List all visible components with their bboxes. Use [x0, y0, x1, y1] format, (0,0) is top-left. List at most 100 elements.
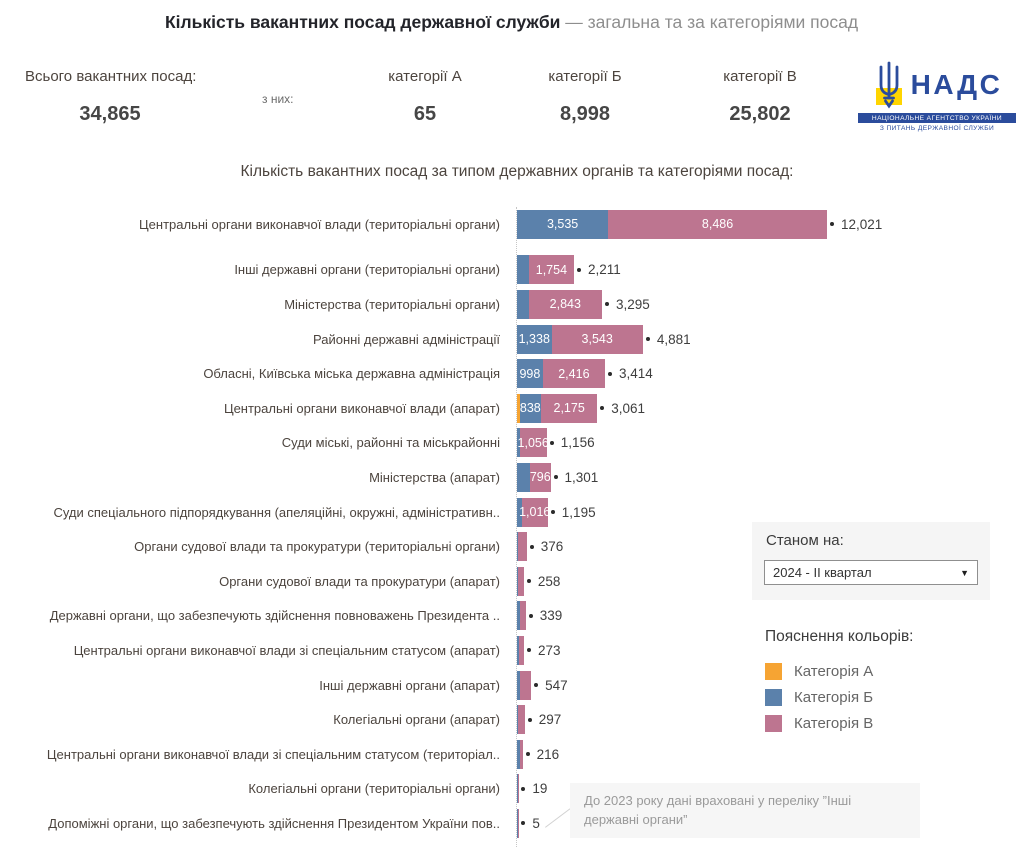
bar-row: Центральні органи виконавчої влади зі сп… [0, 737, 1023, 772]
bar-segment-b[interactable] [517, 289, 529, 319]
bar-segment-v[interactable] [519, 635, 525, 665]
category-b-block: категорії Б 8,998 [510, 68, 660, 126]
legend-item-b[interactable]: Категорія Б [765, 684, 995, 710]
total-dot [528, 613, 533, 618]
bar-segment-b[interactable] [517, 532, 518, 562]
category-b-value: 8,998 [559, 103, 611, 125]
total-dot [608, 371, 613, 376]
nads-line2: З ПИТАНЬ ДЕРЖАВНОЇ СЛУЖБИ [879, 124, 995, 132]
bar-segment-b[interactable] [517, 566, 518, 596]
bar-segment-b[interactable] [517, 497, 522, 527]
bar-segment-v[interactable] [517, 774, 519, 804]
bar-segment-v[interactable]: 3,543 [551, 324, 643, 354]
total-value-label: 1,156 [560, 435, 595, 451]
bar-row: Міністерства (територіальні органи) 2,843… [0, 287, 1023, 322]
total-dot [577, 267, 581, 272]
bar-segment-b[interactable] [517, 670, 521, 700]
bar-segment-v[interactable]: 796 [529, 462, 551, 492]
bar-segment-v[interactable]: 2,175 [541, 393, 598, 423]
bar-segment-v[interactable] [517, 566, 524, 596]
bar-row: Колегіальні органи (територіальні органи… [0, 772, 1023, 807]
segment-value-label: 796 [529, 470, 551, 485]
total-dot [521, 821, 526, 826]
note-text: До 2023 року дані враховані у переліку ”… [584, 793, 852, 827]
row-label: Центральні органи виконавчої влади (тери… [139, 216, 500, 232]
quarter-select-value: 2024 - II квартал [773, 565, 872, 580]
bar-segment-b[interactable] [517, 705, 518, 735]
category-a-label: категорії А [388, 68, 462, 85]
row-label: Центральні органи виконавчої влади зі сп… [73, 642, 500, 658]
nads-logo: НАДС НАЦІОНАЛЬНЕ АГЕНТСТВО УКРАЇНИ З ПИТ… [858, 60, 1016, 132]
bar-segment-b[interactable] [517, 808, 518, 838]
bar-segment-v[interactable] [517, 532, 527, 562]
bar-segment-v[interactable]: 1,016 [519, 497, 550, 527]
bar-row: Районні державні адміністрації 1,338 3,543… [0, 322, 1023, 357]
row-label: Районні державні адміністрації [313, 331, 500, 347]
category-v-label: категорії В [723, 68, 797, 85]
legend-item-a[interactable]: Категорія А [765, 658, 995, 684]
bar-segment-v[interactable] [517, 705, 525, 735]
row-label: Центральні органи виконавчої влади зі сп… [46, 746, 500, 762]
bar-segment-v[interactable]: 1,754 [528, 255, 574, 285]
total-value-label: 1,195 [561, 504, 596, 520]
total-value-label: 297 [538, 712, 562, 728]
bar-segment-a[interactable] [517, 393, 520, 423]
bar-segment-v[interactable] [520, 670, 532, 700]
legend-swatch-icon [765, 714, 782, 732]
bar-row: Державні органи, що забезпечують здійсне… [0, 599, 1023, 634]
category-b-label: категорії Б [548, 68, 622, 85]
row-label: Колегіальні органи (апарат) [333, 712, 500, 728]
total-vacancies-label: Всього вакантних посад: [25, 68, 197, 85]
bar-segment-b[interactable] [517, 601, 520, 631]
bar-segment-v[interactable]: 1,056 [517, 428, 549, 458]
row-label: Органи судової влади та прокуратури (тер… [134, 539, 500, 555]
total-dot [521, 786, 526, 791]
total-dot [600, 406, 605, 411]
bar-segment-b[interactable] [517, 635, 520, 665]
row-label: Інші державні органи (територіальні орга… [234, 262, 500, 278]
total-dot [525, 752, 530, 757]
bar-segment-b[interactable] [517, 739, 521, 769]
total-value-label: 5 [532, 815, 540, 831]
category-v-block: категорії В 25,802 [685, 68, 835, 126]
legend-item-v[interactable]: Категорія В [765, 710, 995, 736]
bar-segment-v[interactable] [520, 739, 523, 769]
total-value-label: 12,021 [840, 216, 883, 232]
row-label: Міністерства (апарат) [369, 469, 500, 485]
total-value-label: 547 [545, 677, 568, 693]
row-label: Суди спеціального підпорядкування (апеля… [53, 504, 500, 520]
bar-segment-b[interactable] [517, 255, 529, 285]
bar-row: Суди міські, районні та міськрайонні 1,05… [0, 426, 1023, 461]
trident-icon [875, 61, 902, 109]
nads-line1: НАЦІОНАЛЬНЕ АГЕНТСТВО УКРАЇНИ [858, 113, 1016, 123]
bar-segment-b[interactable]: 838 [519, 393, 542, 423]
total-value-label: 258 [537, 573, 561, 589]
color-legend: Пояснення кольорів: Категорія А Категорія… [765, 628, 995, 736]
bar-segment-v[interactable]: 8,486 [608, 209, 827, 239]
row-label: Обласні, Київська міська державна адміні… [203, 366, 500, 382]
segment-value-label: 838 [519, 401, 541, 416]
quarter-select[interactable]: 2024 - II квартал ▼ [764, 560, 978, 585]
total-dot [527, 717, 532, 722]
total-value-label: 1,301 [564, 469, 599, 485]
row-label: Органи судової влади та прокуратури (апа… [219, 573, 500, 589]
bar-segment-v[interactable] [519, 601, 526, 631]
total-value-label: 19 [532, 781, 548, 797]
bar-segment-b[interactable]: 1,338 [517, 324, 552, 354]
bar-segment-v[interactable]: 2,843 [528, 289, 602, 319]
bar-segment-b[interactable] [517, 428, 520, 458]
segment-value-label: 1,056 [517, 435, 549, 450]
bar-segment-b[interactable] [517, 774, 518, 804]
bar-segment-b[interactable]: 998 [517, 359, 543, 389]
page-title: Кількість вакантних посад державної служ… [0, 12, 1023, 33]
total-value-label: 273 [538, 642, 561, 658]
bar-segment-v[interactable] [517, 808, 519, 838]
total-dot [604, 302, 609, 307]
row-label: Інші державні органи (апарат) [319, 677, 500, 693]
bar-segment-v[interactable]: 2,416 [542, 359, 606, 389]
bar-segment-b[interactable] [517, 462, 531, 492]
bar-segment-b[interactable]: 3,535 [517, 209, 609, 239]
bar-row: Інші державні органи (територіальні орга… [0, 253, 1023, 288]
total-value-label: 3,414 [619, 366, 653, 382]
page-title-sub: — загальна та за категоріями посад [560, 12, 859, 32]
